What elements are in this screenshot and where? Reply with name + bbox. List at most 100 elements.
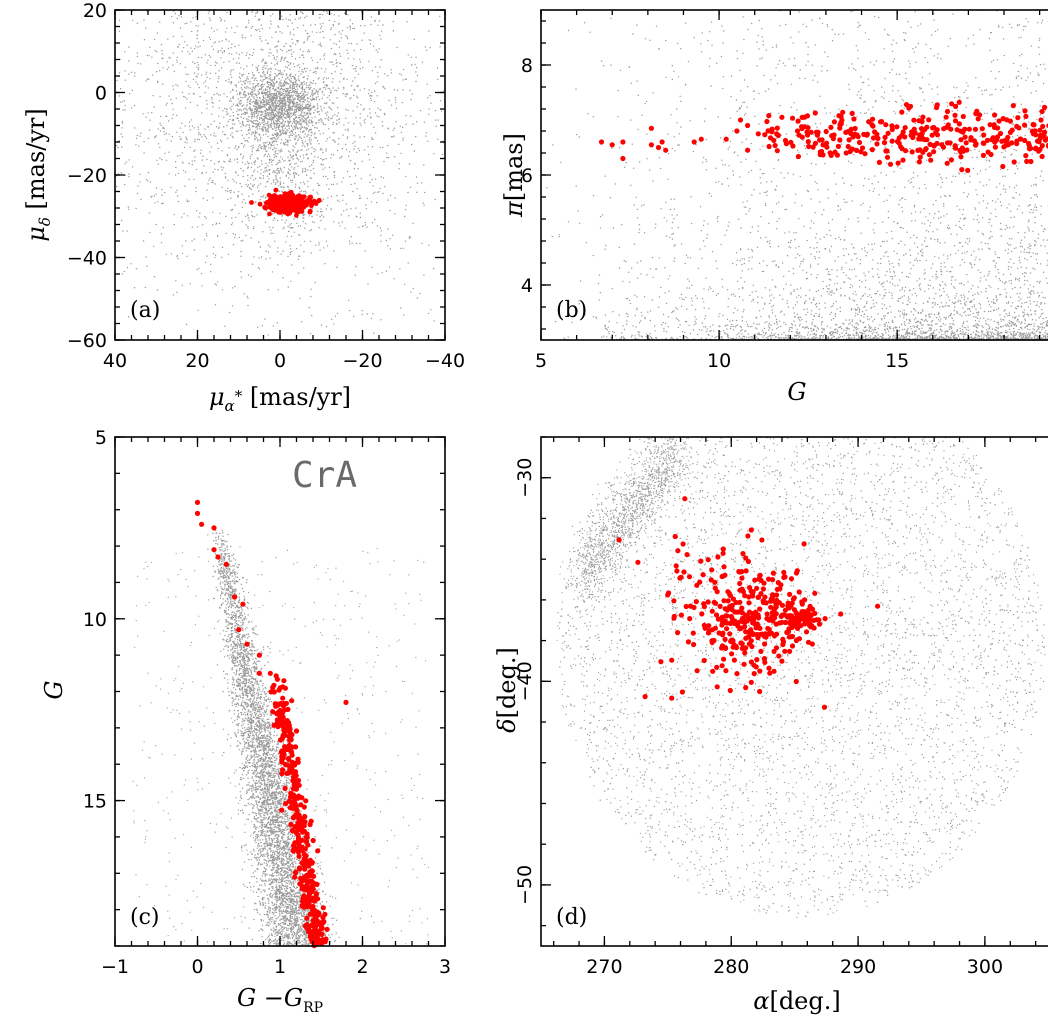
field-point — [274, 93, 275, 94]
field-point — [427, 97, 428, 98]
field-point — [231, 76, 232, 77]
field-point — [299, 127, 300, 128]
field-point — [255, 16, 256, 17]
field-point — [289, 112, 290, 113]
field-point — [312, 95, 313, 96]
field-point — [264, 154, 265, 155]
field-point — [326, 84, 327, 85]
field-point — [318, 44, 319, 45]
field-point — [303, 143, 304, 144]
field-point — [202, 159, 203, 160]
field-point — [177, 18, 178, 19]
field-point — [195, 46, 196, 47]
field-point — [294, 147, 295, 148]
field-point — [219, 17, 220, 18]
field-point — [187, 215, 188, 216]
field-point — [810, 267, 811, 268]
field-point — [281, 86, 282, 87]
field-point — [303, 116, 304, 117]
field-point — [298, 78, 299, 79]
field-point — [338, 138, 339, 139]
field-point — [246, 95, 247, 96]
field-point — [593, 316, 594, 317]
field-point — [233, 244, 234, 245]
field-point — [262, 81, 263, 82]
field-point — [253, 93, 254, 94]
field-point — [232, 89, 233, 90]
field-point — [914, 319, 915, 320]
field-point — [288, 150, 289, 151]
field-point — [308, 148, 309, 149]
field-point — [759, 263, 760, 264]
field-point — [423, 275, 424, 276]
field-point — [216, 87, 217, 88]
field-point — [272, 233, 273, 234]
field-point — [173, 36, 174, 37]
field-point — [250, 129, 251, 130]
field-point — [240, 78, 241, 79]
field-point — [217, 236, 218, 237]
field-point — [223, 93, 224, 94]
field-point — [279, 108, 280, 109]
field-point — [343, 87, 344, 88]
field-point — [245, 114, 246, 115]
field-point — [252, 175, 253, 176]
field-point — [256, 99, 257, 100]
field-point — [293, 158, 294, 159]
field-point — [281, 33, 282, 34]
field-point — [225, 134, 226, 135]
field-point — [294, 167, 295, 168]
field-point — [415, 57, 416, 58]
field-point — [257, 171, 258, 172]
field-point — [285, 43, 286, 44]
field-point — [222, 247, 223, 248]
field-point — [262, 231, 263, 232]
field-point — [298, 234, 299, 235]
field-point — [974, 259, 975, 260]
field-point — [384, 88, 385, 89]
field-point — [262, 325, 263, 326]
field-point — [236, 52, 237, 53]
field-point — [369, 39, 370, 40]
field-point — [701, 258, 702, 259]
field-point — [340, 73, 341, 74]
field-point — [308, 121, 309, 122]
field-point — [171, 16, 172, 17]
field-point — [317, 91, 318, 92]
field-point — [283, 120, 284, 121]
field-point — [795, 65, 796, 66]
field-point — [266, 141, 267, 142]
field-point — [284, 167, 285, 168]
field-point — [396, 47, 397, 48]
field-point — [307, 51, 308, 52]
field-point — [262, 120, 263, 121]
field-point — [919, 260, 920, 261]
field-point — [361, 178, 362, 179]
field-point — [181, 217, 182, 218]
field-point — [266, 102, 267, 103]
field-point — [226, 39, 227, 40]
field-point — [370, 40, 371, 41]
field-point — [228, 147, 229, 148]
field-point — [306, 16, 307, 17]
field-point — [921, 223, 922, 224]
field-point — [1014, 287, 1015, 288]
field-point — [293, 51, 294, 52]
field-point — [323, 94, 324, 95]
field-point — [302, 214, 303, 215]
field-point — [276, 118, 277, 119]
field-point — [417, 75, 418, 76]
field-point — [344, 13, 345, 14]
field-point — [326, 114, 327, 115]
field-point — [313, 173, 314, 174]
field-point — [278, 88, 279, 89]
field-point — [321, 108, 322, 109]
field-point — [185, 67, 186, 68]
field-point — [437, 67, 438, 68]
field-point — [145, 80, 146, 81]
field-point — [260, 124, 261, 125]
field-point — [348, 156, 349, 157]
field-point — [185, 142, 186, 143]
field-point — [290, 84, 291, 85]
field-point — [259, 144, 260, 145]
